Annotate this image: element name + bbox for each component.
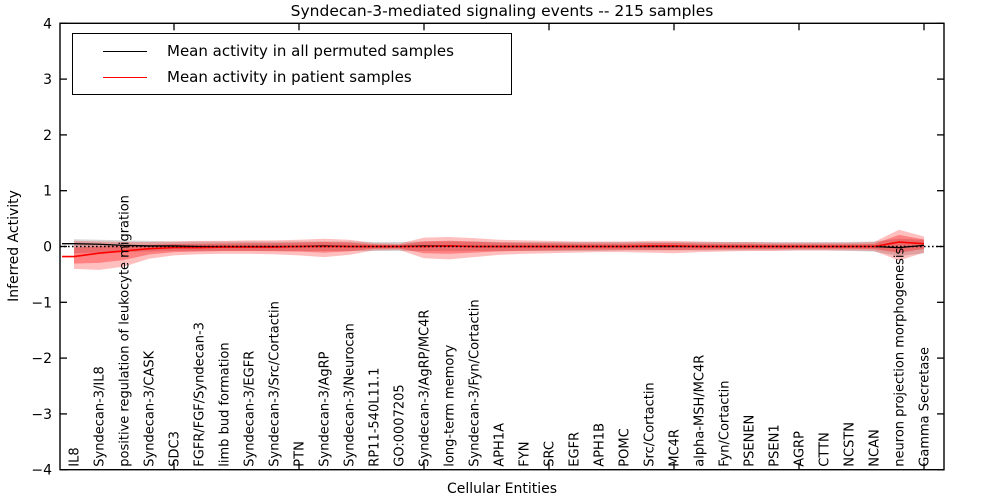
patient-line-sample [103,76,147,78]
x-tick-label: Syndecan-3/CASK [143,350,158,466]
x-tick-label: MC4R [668,429,683,467]
x-tick-label: positive regulation of leukocyte migrati… [118,195,133,467]
x-tick-label: FGFR/FGF/Syndecan-3 [193,322,208,467]
y-tick-label: −2 [31,351,52,367]
legend-label-permuted: Mean activity in all permuted samples [167,42,454,60]
x-tick-label: CTTN [818,432,833,466]
x-tick-label: EGFR [568,432,583,467]
x-tick-label: Fyn/Cortactin [718,381,733,467]
x-tick-label: NCAN [868,429,883,466]
x-tick-label: RP11-540L11.1 [368,368,383,467]
legend-row-patient: Mean activity in patient samples [103,68,511,86]
legend: Mean activity in all permuted samples Me… [72,33,512,95]
x-tick-label: Src/Cortactin [643,382,658,466]
x-tick-label: alpha-MSH/MC4R [693,355,708,467]
x-tick-label: PSEN1 [768,424,783,466]
x-tick-label: GO:0007205 [393,384,408,466]
x-tick-label: APH1A [493,423,508,467]
y-tick-label: −3 [31,407,52,423]
x-tick-label: PSENEN [743,415,758,467]
patient-band-inner [74,234,924,264]
x-tick-label: POMC [618,428,633,466]
x-tick-label: IL8 [68,447,83,466]
x-tick-label: Syndecan-3/Neurocan [343,323,358,466]
x-tick-label: SRC [543,441,558,467]
y-tick-label: −4 [31,463,52,479]
x-tick-label: NCSTN [843,422,858,467]
x-tick-label: AGRP [793,431,808,467]
x-tick-label: Syndecan-3/IL8 [93,366,108,466]
y-tick-label: 2 [43,128,52,144]
x-tick-label: long-term memory [443,344,458,466]
permuted-band [74,238,924,256]
x-tick-label: Syndecan-3/Src/Cortactin [268,301,283,467]
patient-band-outer [74,229,924,270]
x-tick-label: Syndecan-3/AgRP [318,351,333,466]
y-tick-label: 4 [43,16,52,32]
x-tick-label: Syndecan-3/EGFR [243,351,258,467]
x-tick-label: Gamma Secretase [918,347,933,467]
y-tick-label: 0 [43,240,52,256]
x-tick-label: PTN [293,441,308,467]
x-tick-label: neuron projection morphogenesis [893,248,908,467]
y-tick-label: 1 [43,184,52,200]
x-axis-title: Cellular Entities [446,481,558,497]
legend-row-permuted: Mean activity in all permuted samples [103,42,511,60]
y-axis-title: Inferred Activity [6,190,22,302]
patient-mean-line [62,241,925,258]
permuted-line-sample [103,50,147,52]
x-tick-label: SDC3 [168,431,183,467]
x-tick-label: FYN [518,442,533,467]
x-tick-label: limb bud formation [218,342,233,466]
chart-title: Syndecan-3-mediated signaling events -- … [290,2,714,20]
x-tick-label: APH1B [593,423,608,467]
x-tick-label: Syndecan-3/AgRP/MC4R [418,310,433,467]
y-tick-label: 3 [43,72,52,88]
y-tick-label: −1 [31,295,52,311]
legend-label-patient: Mean activity in patient samples [167,68,412,86]
x-tick-label: Syndecan-3/Fyn/Cortactin [468,299,483,466]
